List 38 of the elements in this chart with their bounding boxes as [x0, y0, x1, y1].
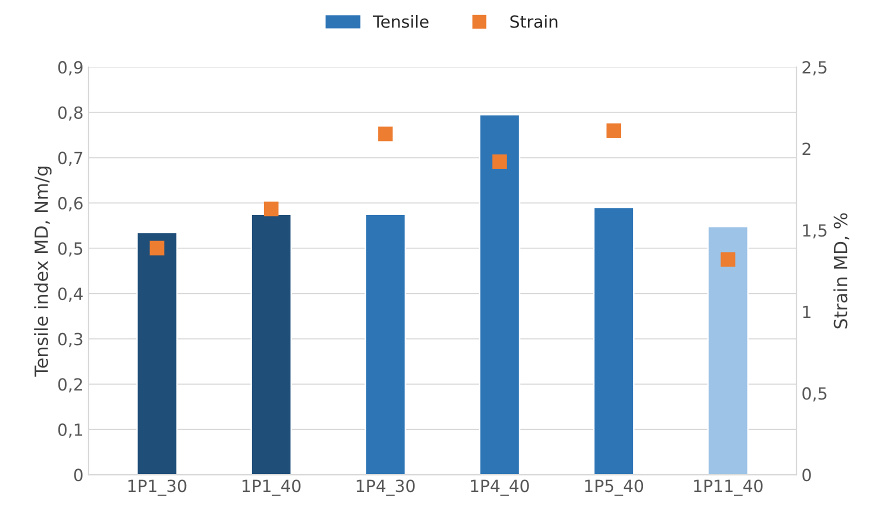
x-tick-label: 1P5_40 — [585, 480, 644, 496]
y-tick-label: 0,4 — [58, 288, 83, 302]
y-tick-label: 0,7 — [58, 152, 82, 166]
x-tick-label: 1P1_30 — [128, 480, 186, 496]
legend-label: Strain — [510, 15, 558, 28]
bar — [250, 214, 292, 475]
bar — [707, 226, 749, 475]
y2-tick-label: 2 — [802, 142, 810, 155]
bar — [136, 232, 178, 475]
bar — [478, 114, 520, 475]
point — [378, 126, 393, 142]
y2-tick-label: 1,5 — [803, 224, 826, 238]
x-tick-label: 1P11_40 — [694, 480, 763, 496]
y-tick-label: 0,3 — [58, 332, 82, 348]
y-tick-label: 0,6 — [58, 196, 83, 212]
y2-tick-label: 1 — [803, 306, 810, 318]
y-tick-label: 0 — [74, 468, 83, 482]
y2-tick-label: 0,5 — [802, 387, 826, 402]
y-tick-label: 0,9 — [58, 61, 82, 76]
bar — [364, 214, 406, 475]
y-tick-label: 0,1 — [58, 423, 82, 438]
x-tick-label: 1P1_40 — [242, 480, 301, 496]
y2-tick-label: 2,5 — [802, 61, 826, 76]
y2-axis-title: Strain MD, % — [833, 213, 850, 328]
x-tick-label: 1P4_40 — [471, 480, 529, 496]
point — [720, 252, 736, 267]
y-tick-label: 0,5 — [58, 242, 82, 257]
bar — [593, 206, 634, 475]
y2-tick-label: 0 — [802, 468, 811, 482]
point — [264, 202, 278, 216]
x-tick-label: 1P4_30 — [356, 480, 415, 496]
point — [606, 123, 622, 138]
point — [492, 154, 507, 169]
y-axis-title: Tensile index MD, Nm/g — [34, 166, 52, 377]
y-tick-label: 0,8 — [58, 106, 82, 121]
y-tick-label: 0,2 — [58, 378, 82, 392]
legend-label: Tensile — [372, 15, 428, 28]
point — [150, 240, 164, 256]
